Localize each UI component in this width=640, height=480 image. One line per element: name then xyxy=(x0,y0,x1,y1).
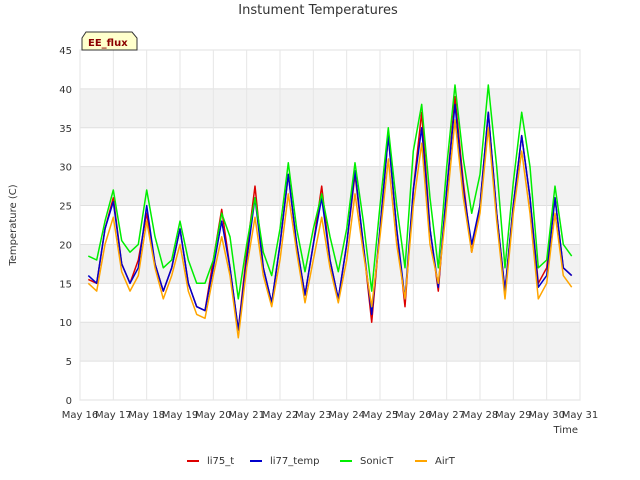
x-tick-label: May 19 xyxy=(162,410,199,421)
y-axis-label: Temperature (C) xyxy=(8,184,19,266)
x-tick-label: May 22 xyxy=(262,410,299,421)
x-tick-label: May 20 xyxy=(195,410,232,421)
legend-label: li75_t xyxy=(207,456,234,467)
y-tick-label: 25 xyxy=(59,202,72,213)
legend: li75_t li77_temp SonicT AirT xyxy=(187,456,456,467)
x-tick-label: May 28 xyxy=(462,410,499,421)
y-tick-label: 30 xyxy=(59,163,72,174)
y-tick-label: 20 xyxy=(59,240,72,251)
x-tick-label: May 30 xyxy=(528,410,565,421)
legend-item: li77_temp xyxy=(250,456,319,467)
grid-lines xyxy=(79,49,581,401)
x-tick-label: May 16 xyxy=(62,410,99,421)
y-tick-label: 0 xyxy=(66,396,72,407)
series-line-sonict xyxy=(87,84,573,300)
x-tick-label: May 17 xyxy=(95,410,132,421)
legend-label: li77_temp xyxy=(270,456,319,467)
y-tick-label: 45 xyxy=(59,46,72,57)
x-tick-label: May 25 xyxy=(362,410,399,421)
series-line-li77-temp xyxy=(87,103,573,331)
y-tick-label: 15 xyxy=(59,279,72,290)
x-tick-label: May 23 xyxy=(295,410,332,421)
x-tick-label: May 31 xyxy=(562,410,599,421)
plot-background xyxy=(79,49,581,401)
x-tick-label: May 27 xyxy=(428,410,465,421)
legend-item: AirT xyxy=(415,456,456,467)
chart-title: Instument Temperatures xyxy=(238,3,398,18)
series-line-airt xyxy=(87,119,573,339)
background-band xyxy=(80,88,580,128)
background-band xyxy=(80,322,580,362)
x-tick-label: May 21 xyxy=(228,410,265,421)
x-tick-label: May 26 xyxy=(395,410,432,421)
ee-flux-badge: EE_flux xyxy=(81,31,138,51)
legend-label: AirT xyxy=(435,456,456,467)
x-tick-label: May 29 xyxy=(495,410,532,421)
background-band xyxy=(80,166,580,206)
y-tick-label: 5 xyxy=(66,357,72,368)
series-lines xyxy=(87,84,573,339)
badge-label: EE_flux xyxy=(88,38,128,49)
x-tick-label: May 18 xyxy=(128,410,165,421)
y-axis-ticks: 0 5 10 15 20 25 30 35 40 45 xyxy=(59,46,72,407)
legend-item: li75_t xyxy=(187,456,234,467)
x-tick-label: May 24 xyxy=(328,410,365,421)
y-tick-label: 40 xyxy=(59,85,72,96)
x-axis-label: Time xyxy=(553,425,578,436)
y-tick-label: 35 xyxy=(59,124,72,135)
legend-item: SonicT xyxy=(340,456,394,467)
y-tick-label: 10 xyxy=(59,318,72,329)
legend-label: SonicT xyxy=(360,456,394,467)
